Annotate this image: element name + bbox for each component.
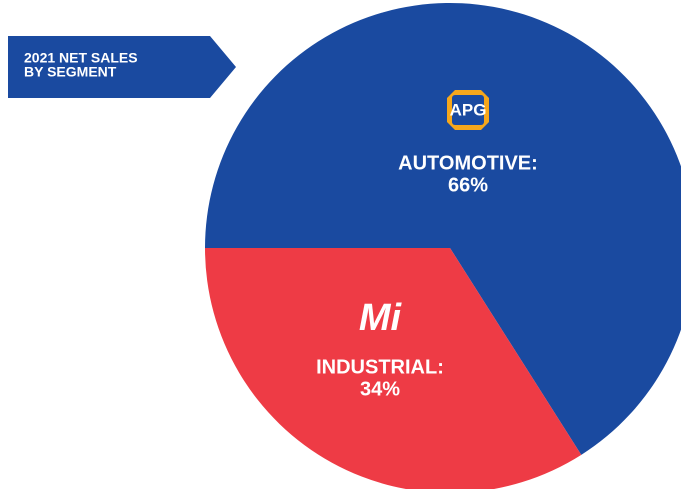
value-label: 34% <box>360 378 400 400</box>
pie <box>205 3 681 489</box>
pie-slice <box>205 248 582 489</box>
title-banner <box>8 36 236 98</box>
apg-logo-inner <box>452 95 484 125</box>
slice-label: INDUSTRIAL: <box>316 356 444 378</box>
pie-slice <box>205 3 681 455</box>
mi-logo: Mi <box>359 297 403 339</box>
slice-label: AUTOMOTIVE: <box>398 152 538 174</box>
value-label: 66% <box>448 174 488 196</box>
chart-title: 2021 NET SALES <box>24 50 138 66</box>
apg-logo-text: APG <box>450 100 487 119</box>
chart-title: BY SEGMENT <box>24 64 117 80</box>
